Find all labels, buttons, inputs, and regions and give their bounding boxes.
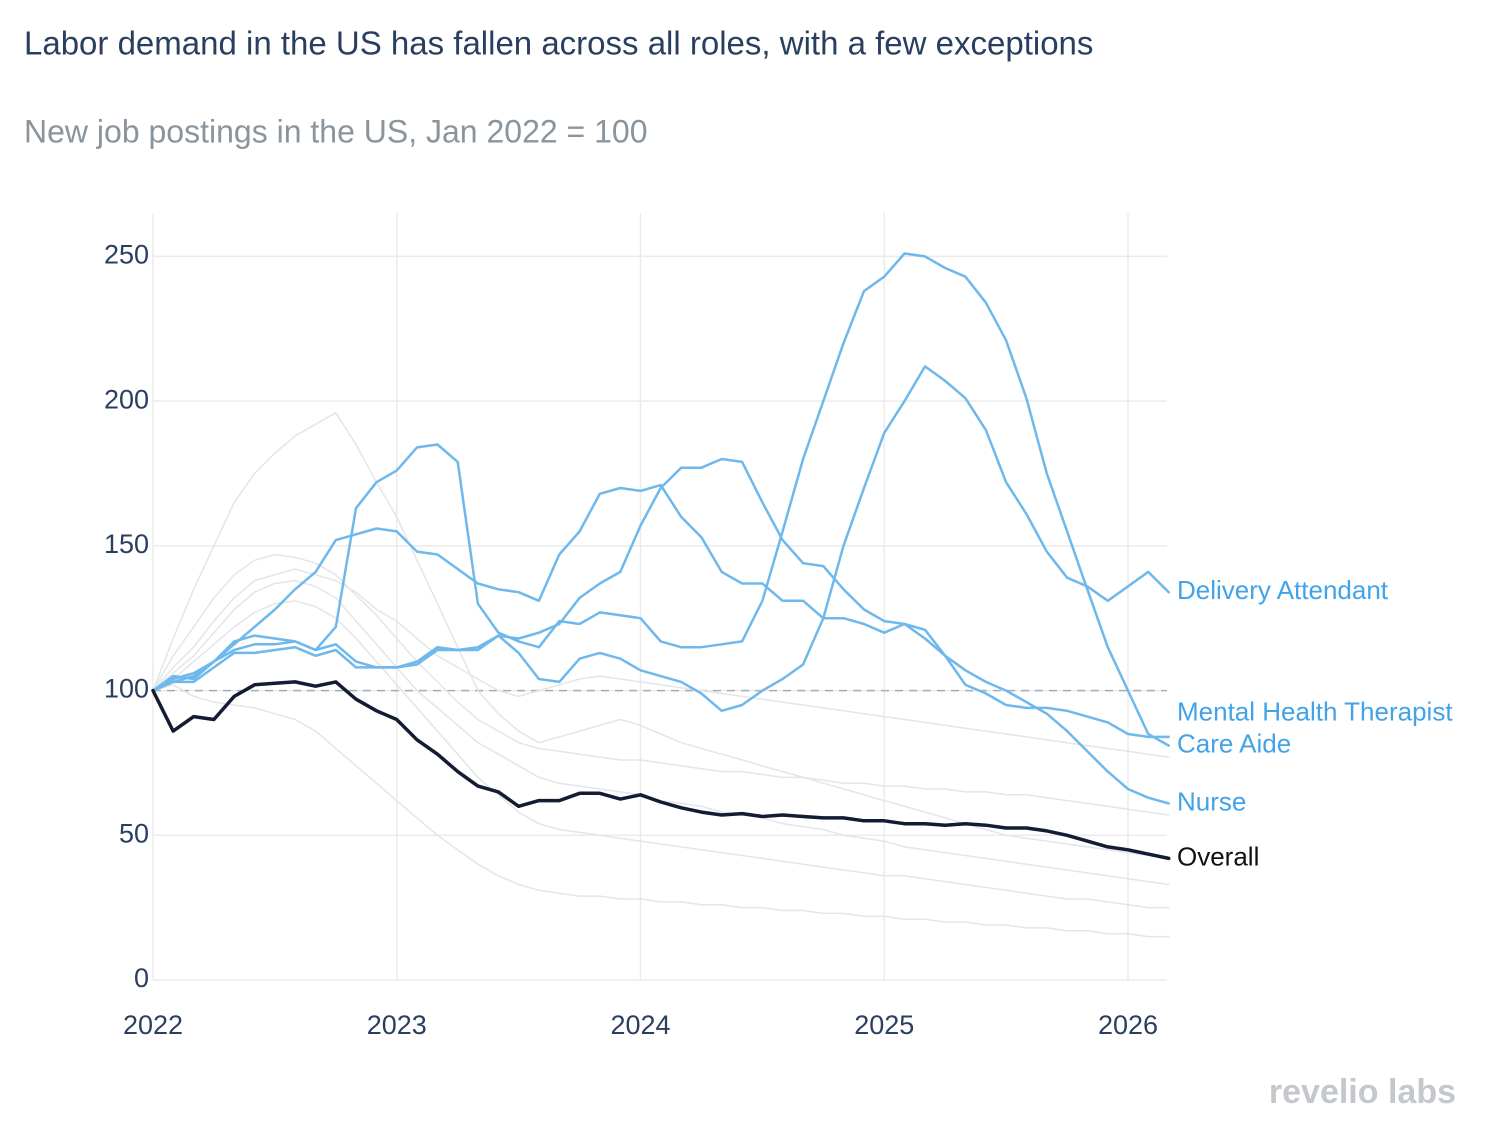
series-line [151,680,1171,861]
series-label: Overall [1177,841,1259,871]
series-line [151,457,1170,805]
x-tick-label: 2025 [854,1010,914,1040]
background-line [152,568,1170,758]
y-tick-label: 100 [104,674,149,704]
y-tick-label: 50 [119,818,149,848]
series-line [151,252,1170,747]
x-tick-label: 2023 [367,1010,427,1040]
y-tick-label: 200 [104,384,149,414]
y-tick-label: 250 [104,240,149,270]
series-label: Delivery Attendant [1177,575,1389,605]
background-line [152,684,1170,938]
background-line [152,579,1170,886]
series-label: Care Aide [1177,728,1291,758]
series-line [151,483,1170,739]
background-line [152,600,1170,909]
y-tick-label: 150 [104,529,149,559]
x-tick-label: 2024 [610,1010,670,1040]
chart-subtitle: New job postings in the US, Jan 2022 = 1… [24,113,648,149]
y-tick-label: 0 [134,963,149,993]
background-line [152,411,1170,860]
series-label: Mental Health Therapist [1177,696,1453,726]
x-tick-label: 2022 [123,1010,183,1040]
logo: revelio labs [1269,1073,1456,1111]
chart-title: Labor demand in the US has fallen across… [24,25,1093,62]
series-line [151,365,1170,713]
x-tick-label: 2026 [1098,1010,1158,1040]
series-label: Nurse [1177,786,1246,816]
background-line [152,553,1170,816]
